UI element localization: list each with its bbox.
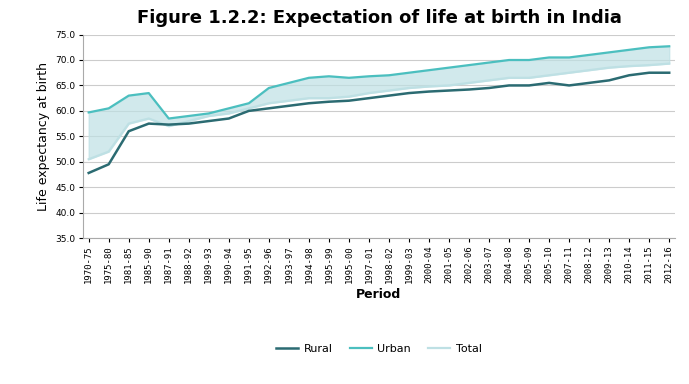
- Urban: [344, 76, 353, 80]
- Rural: [585, 81, 593, 85]
- Total: [605, 65, 613, 70]
- Total: [245, 106, 253, 111]
- Total: [325, 96, 333, 101]
- Line: Total: Total: [89, 64, 669, 159]
- Rural: [205, 119, 213, 123]
- Rural: [385, 93, 393, 98]
- Rural: [344, 98, 353, 103]
- Rural: [305, 101, 313, 106]
- Urban: [165, 116, 173, 121]
- Rural: [445, 88, 453, 93]
- Urban: [665, 44, 673, 48]
- Total: [465, 81, 473, 85]
- Rural: [325, 99, 333, 104]
- Urban: [485, 60, 493, 65]
- Rural: [665, 70, 673, 75]
- Rural: [105, 162, 113, 167]
- Urban: [545, 55, 553, 60]
- Total: [105, 149, 113, 154]
- Rural: [605, 78, 613, 83]
- Rural: [425, 89, 433, 94]
- Rural: [645, 70, 653, 75]
- Rural: [85, 170, 93, 175]
- Total: [364, 91, 373, 95]
- Urban: [445, 65, 453, 70]
- Urban: [245, 101, 253, 106]
- Urban: [645, 45, 653, 50]
- Total: [565, 70, 573, 75]
- Urban: [465, 63, 473, 68]
- Total: [425, 84, 433, 89]
- Rural: [165, 122, 173, 127]
- Urban: [405, 70, 413, 75]
- Rural: [625, 73, 633, 78]
- Rural: [465, 87, 473, 92]
- Y-axis label: Life expectancy at birth: Life expectancy at birth: [37, 62, 50, 211]
- Total: [265, 101, 273, 106]
- Total: [125, 121, 133, 126]
- Total: [405, 86, 413, 90]
- Line: Rural: Rural: [89, 73, 669, 173]
- Urban: [605, 50, 613, 55]
- Total: [85, 157, 93, 162]
- Rural: [565, 83, 573, 88]
- Urban: [565, 55, 573, 60]
- Urban: [205, 111, 213, 116]
- Urban: [425, 68, 433, 73]
- Urban: [145, 91, 153, 95]
- Urban: [185, 114, 193, 118]
- Total: [185, 119, 193, 123]
- Rural: [285, 103, 293, 108]
- Rural: [405, 91, 413, 95]
- Urban: [585, 53, 593, 57]
- Urban: [505, 58, 513, 62]
- Total: [344, 94, 353, 99]
- Rural: [364, 96, 373, 101]
- Total: [625, 64, 633, 68]
- Total: [445, 83, 453, 88]
- Total: [145, 116, 153, 121]
- Urban: [325, 74, 333, 79]
- Total: [305, 96, 313, 101]
- Rural: [505, 83, 513, 88]
- Total: [385, 88, 393, 93]
- Urban: [285, 81, 293, 85]
- Rural: [265, 106, 273, 111]
- Urban: [625, 48, 633, 52]
- Rural: [245, 109, 253, 113]
- X-axis label: Period: Period: [356, 288, 402, 301]
- Urban: [265, 86, 273, 90]
- Title: Figure 1.2.2: Expectation of life at birth in India: Figure 1.2.2: Expectation of life at bir…: [136, 10, 621, 27]
- Urban: [364, 74, 373, 79]
- Rural: [125, 129, 133, 134]
- Line: Urban: Urban: [89, 46, 669, 119]
- Legend: Rural, Urban, Total: Rural, Urban, Total: [271, 340, 486, 359]
- Rural: [185, 121, 193, 126]
- Total: [645, 63, 653, 68]
- Total: [165, 124, 173, 128]
- Rural: [485, 86, 493, 90]
- Urban: [85, 110, 93, 115]
- Urban: [525, 58, 533, 62]
- Total: [665, 61, 673, 66]
- Urban: [225, 106, 233, 111]
- Total: [505, 76, 513, 80]
- Rural: [145, 121, 153, 126]
- Rural: [525, 83, 533, 88]
- Total: [525, 76, 533, 80]
- Total: [225, 111, 233, 116]
- Total: [205, 114, 213, 118]
- Urban: [105, 106, 113, 111]
- Urban: [125, 93, 133, 98]
- Urban: [385, 73, 393, 78]
- Rural: [225, 116, 233, 121]
- Total: [285, 98, 293, 103]
- Rural: [545, 81, 553, 85]
- Total: [585, 68, 593, 73]
- Total: [545, 73, 553, 78]
- Total: [485, 78, 493, 83]
- Urban: [305, 76, 313, 80]
